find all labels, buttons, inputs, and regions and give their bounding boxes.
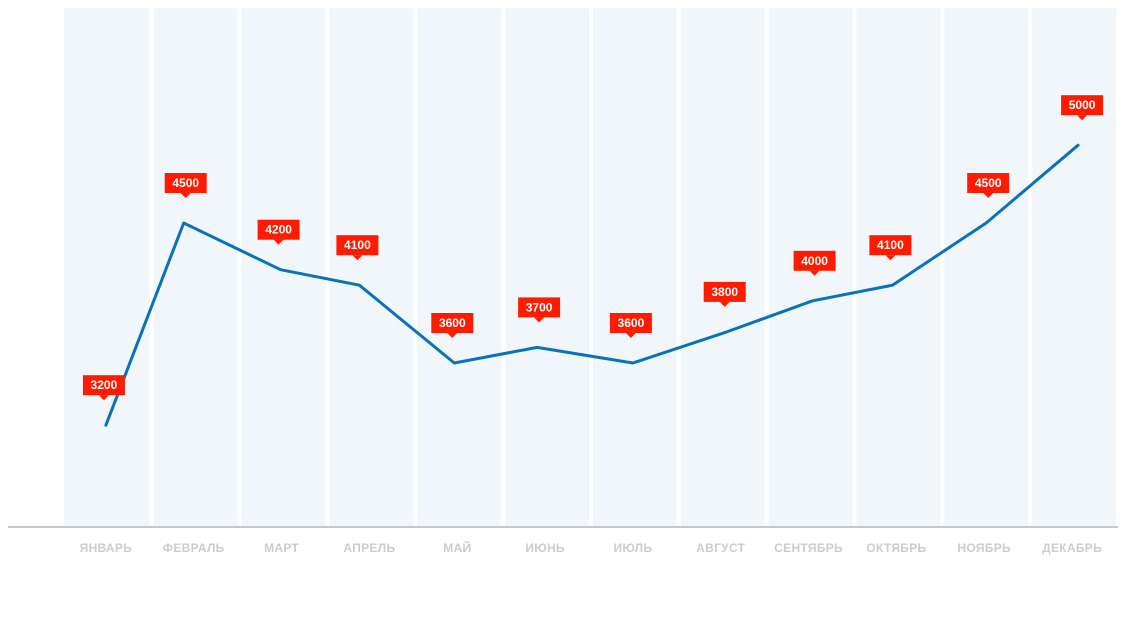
data-label-pointer [180,193,191,198]
data-label-box [257,219,300,240]
month-column [329,8,414,526]
data-label: 3600 [431,313,474,338]
data-label-pointer [447,333,458,338]
x-tick-label: ДЕКАБРЬ [1042,541,1102,555]
data-label-text: 5000 [1069,98,1096,112]
data-label: 3700 [518,297,561,323]
month-column [64,8,150,526]
data-label-box [336,235,379,256]
x-tick-label: ОКТЯБРЬ [866,541,926,555]
data-label-box [164,173,207,193]
data-label-pointer [273,239,284,245]
data-label: 3200 [82,375,125,401]
month-column [856,8,941,526]
data-label-pointer [983,193,994,198]
data-label: 4100 [869,235,912,261]
data-label-text: 3700 [526,300,553,314]
data-label-box [793,250,836,271]
data-label: 3600 [609,313,652,338]
month-column [944,8,1029,526]
data-label-pointer [809,270,820,276]
data-label-box [869,235,912,256]
data-label: 4100 [336,235,379,261]
data-label-text: 4100 [344,238,371,252]
data-label-box [82,375,125,396]
data-labels: 3200 4500 4200 4100 3600 3700 3600 3800 4000 4100… [82,95,1104,401]
data-label: 4500 [967,173,1010,198]
x-tick-labels: ЯНВАРЬ ФЕВРАЛЬ МАРТ АПРЕЛЬ МАЙ ИЮНЬ ИЮЛЬ АВГУСТ… [80,540,1102,555]
month-column [1032,8,1116,526]
data-label-text: 4500 [172,176,199,190]
data-label-pointer [98,395,109,401]
data-label-pointer [885,255,896,261]
month-column [417,8,502,526]
data-label: 3800 [703,281,746,307]
data-label-text: 4200 [265,223,292,237]
x-tick-label: СЕНТЯБРЬ [774,541,843,555]
data-label-box [518,297,561,318]
x-tick-label: ИЮНЬ [525,541,565,555]
data-label-pointer [534,317,545,323]
data-label-text: 3600 [618,316,645,330]
month-column-bands [64,8,1116,526]
month-column [593,8,677,526]
x-tick-label: ФЕВРАЛЬ [163,541,225,555]
data-label-box [1061,95,1104,116]
month-column [505,8,589,526]
x-tick-label: ИЮЛЬ [614,541,653,555]
data-label: 5000 [1061,95,1104,121]
data-label-text: 4000 [801,254,828,268]
data-label-pointer [352,255,363,261]
x-tick-label: МАЙ [443,540,471,555]
data-label-box [431,313,474,333]
month-column [241,8,326,526]
data-label-text: 3600 [439,316,466,330]
data-label-text: 4100 [877,238,904,252]
x-tick-label: МАРТ [264,541,299,555]
data-label: 4000 [793,250,836,276]
data-label-pointer [719,301,730,307]
data-label-box [609,313,652,333]
x-tick-label: НОЯБРЬ [957,541,1011,555]
data-label-text: 4500 [975,176,1002,190]
data-label-pointer [625,333,636,338]
month-column [680,8,765,526]
data-label-text: 3200 [91,378,118,392]
data-label-box [967,173,1010,193]
series-line [104,143,1080,427]
x-tick-label: ЯНВАРЬ [80,541,133,555]
data-label: 4500 [164,173,207,198]
x-tick-label: АПРЕЛЬ [343,541,395,555]
x-tick-label: АВГУСТ [696,541,745,555]
data-label-box [703,281,746,302]
data-label: 4200 [257,219,300,245]
data-label-pointer [1077,115,1088,121]
data-label-text: 3800 [711,285,738,299]
